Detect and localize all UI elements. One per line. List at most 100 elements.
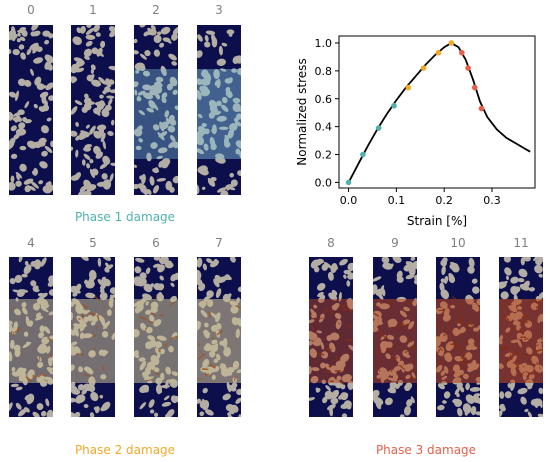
crack-line — [514, 351, 520, 355]
aggregate-particle — [207, 291, 214, 300]
aggregate-particle — [102, 90, 107, 95]
aggregate-particle — [161, 401, 172, 407]
crack-line — [339, 381, 345, 386]
specimen-10 — [436, 257, 480, 417]
aggregate-particle — [225, 86, 231, 93]
crack-line — [398, 322, 405, 328]
aggregate-particle — [17, 32, 21, 37]
aggregate-particle — [44, 54, 53, 63]
aggregate-particle — [164, 110, 170, 118]
aggregate-particle — [444, 275, 449, 284]
crack-line — [456, 320, 462, 323]
aggregate-particle — [310, 259, 320, 269]
specimen-7 — [197, 257, 241, 417]
aggregate-particle — [134, 266, 142, 274]
aggregate-particle — [215, 288, 222, 299]
aggregate-particle — [146, 107, 154, 113]
x-axis-label: Strain [%] — [407, 214, 467, 228]
aggregate-particle — [96, 47, 103, 57]
crack-line — [154, 372, 160, 376]
aggregate-particle — [309, 332, 318, 341]
crack-line — [525, 370, 533, 376]
aggregate-particle — [309, 340, 314, 346]
crack-line — [436, 323, 440, 328]
aggregate-particle — [9, 402, 13, 412]
specimen-9 — [373, 257, 417, 417]
aggregate-particle — [211, 37, 218, 48]
aggregate-particle — [34, 76, 42, 86]
aggregate-particle — [216, 58, 226, 66]
aggregate-particle — [233, 117, 239, 123]
aggregate-particle — [18, 44, 25, 50]
aggregate-particle — [29, 185, 36, 191]
aggregate-particle — [348, 344, 353, 353]
crack-line — [93, 334, 97, 338]
aggregate-particle — [136, 95, 141, 102]
aggregate-particle — [108, 65, 115, 71]
aggregate-particle — [81, 389, 87, 395]
aggregate-particle — [381, 257, 390, 264]
frame-label-2: 2 — [152, 3, 160, 17]
specimen-11 — [499, 257, 543, 417]
aggregate-particle — [96, 124, 107, 131]
y-tick-label: 0.0 — [315, 176, 333, 189]
aggregate-particle — [71, 76, 78, 83]
aggregate-particle — [406, 399, 413, 407]
aggregate-particle — [42, 30, 51, 37]
aggregate-particle — [410, 257, 416, 261]
aggregate-particle — [80, 257, 89, 261]
aggregate-particle — [392, 257, 398, 261]
aggregate-particle — [315, 387, 320, 392]
aggregate-particle — [137, 183, 147, 191]
aggregate-particle — [325, 385, 331, 391]
aggregate-particle — [227, 128, 234, 139]
aggregate-particle — [85, 280, 95, 289]
aggregate-particle — [14, 274, 23, 283]
aggregate-particle — [24, 394, 30, 400]
aggregate-particle — [75, 121, 79, 127]
aggregate-particle — [216, 187, 227, 193]
aggregate-particle — [100, 132, 106, 143]
crack-line — [464, 361, 468, 364]
aggregate-particle — [470, 406, 477, 416]
crack-line — [468, 322, 474, 327]
aggregate-particle — [321, 351, 329, 359]
aggregate-particle — [373, 276, 382, 282]
aggregate-particle — [153, 257, 161, 261]
aggregate-particle — [90, 64, 96, 71]
loading-step-point-8 — [459, 49, 465, 56]
aggregate-particle — [74, 411, 81, 417]
aggregate-particle — [83, 383, 93, 392]
crack-line — [394, 326, 399, 330]
aggregate-particle — [538, 273, 543, 278]
aggregate-particle — [74, 100, 83, 106]
aggregate-particle — [198, 285, 204, 291]
aggregate-particle — [83, 48, 92, 57]
aggregate-particle — [309, 366, 312, 375]
aggregate-particle — [174, 105, 178, 111]
aggregate-particle — [229, 124, 236, 131]
aggregate-particle — [24, 261, 29, 266]
aggregate-particle — [165, 413, 172, 417]
crack-line — [207, 372, 211, 377]
aggregate-particle — [157, 147, 168, 154]
aggregate-particle — [462, 403, 472, 414]
aggregate-particle — [95, 32, 101, 37]
aggregate-particle — [104, 267, 110, 273]
crack-line — [408, 337, 413, 343]
aggregate-particle — [317, 291, 324, 298]
aggregate-particle — [326, 335, 333, 342]
aggregate-particle — [216, 100, 222, 107]
aggregate-particle — [473, 395, 480, 405]
aggregate-particle — [10, 175, 15, 183]
aggregate-particle — [96, 181, 108, 187]
loading-step-point-4 — [405, 84, 412, 91]
aggregate-particle — [204, 35, 209, 42]
aggregate-particle — [213, 69, 220, 80]
loading-step-point-2 — [375, 125, 382, 131]
damage-zone-overlay — [9, 299, 53, 383]
aggregate-particle — [93, 406, 100, 412]
aggregate-particle — [148, 399, 155, 408]
aggregate-particle — [504, 391, 512, 399]
aggregate-particle — [93, 107, 101, 115]
